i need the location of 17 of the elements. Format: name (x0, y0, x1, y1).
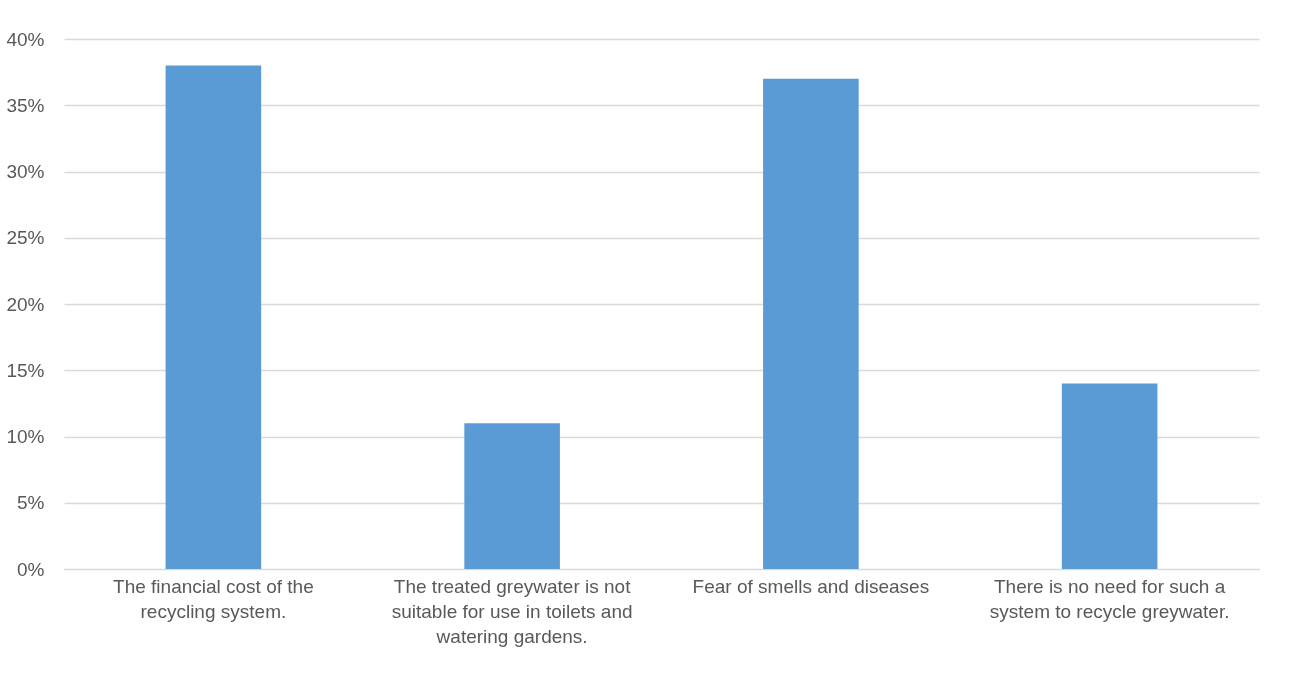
y-tick-label: 15% (6, 359, 45, 381)
bar (464, 423, 560, 569)
bar (1061, 383, 1158, 569)
x-tick-label: Fear of smells and diseases (692, 575, 930, 597)
y-tick-label: 20% (6, 293, 45, 315)
y-tick-label: 10% (6, 426, 45, 447)
x-tick-label: The financial cost of the recycling system. (113, 575, 314, 622)
bar (763, 78, 859, 569)
y-tick-label: 0% (17, 558, 45, 580)
y-tick-label: 40% (6, 28, 45, 50)
y-tick-label: 25% (6, 227, 45, 249)
x-tick-label: There is no need for such a system to recycle greywater. (989, 575, 1230, 622)
y-tick-label: 30% (6, 161, 45, 182)
y-tick-label: 5% (17, 492, 45, 514)
y-tick-label: 35% (6, 94, 45, 116)
bar (165, 65, 262, 569)
x-tick-label: The treated greywater is not suitable for use in toilets and watering gardens. (391, 575, 633, 647)
